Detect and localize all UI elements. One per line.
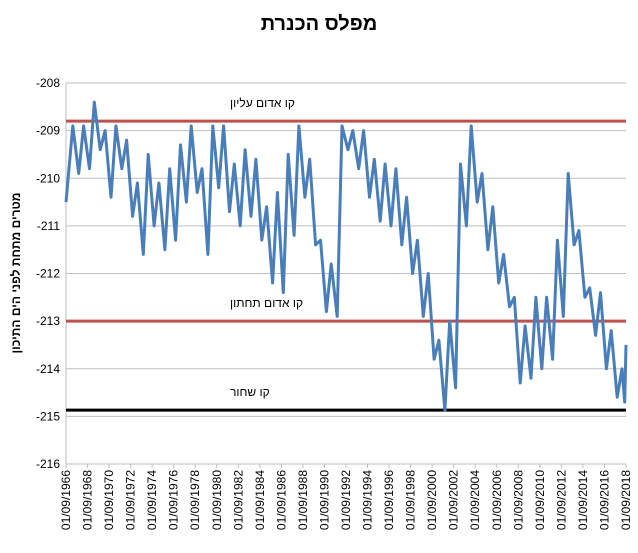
x-tick-label: 01/09/2012 xyxy=(554,470,568,530)
x-tick-label: 01/09/1976 xyxy=(167,470,181,530)
x-tick-label: 01/09/1974 xyxy=(145,470,159,530)
x-tick-label: 01/09/2014 xyxy=(576,470,590,530)
x-tick-label: 01/09/1996 xyxy=(382,470,396,530)
x-tick-label: 01/09/2016 xyxy=(597,470,611,530)
x-tick-label: 01/09/1988 xyxy=(296,470,310,530)
x-tick-label: 01/09/1984 xyxy=(253,470,267,530)
y-tick-label: -216 xyxy=(36,457,60,471)
x-tick-label: 01/09/1966 xyxy=(59,470,73,530)
x-tick-label: 01/09/1994 xyxy=(361,470,375,530)
x-tick-label: 01/09/2006 xyxy=(490,470,504,530)
x-tick-label: 01/09/1968 xyxy=(81,470,95,530)
x-tick-label: 01/09/2008 xyxy=(511,470,525,530)
chart-title: מפלס הכנרת xyxy=(261,13,378,35)
reference-label: קו שחור xyxy=(230,385,270,399)
x-tick-label: 01/09/1998 xyxy=(404,470,418,530)
y-tick-label: -215 xyxy=(36,409,60,423)
x-tick-label: 01/09/1992 xyxy=(339,470,353,530)
x-tick-label: 01/09/2002 xyxy=(447,470,461,530)
x-tick-label: 01/09/1970 xyxy=(102,470,116,530)
y-tick-label: -208 xyxy=(36,76,60,90)
y-tick-label: -209 xyxy=(36,124,60,138)
x-tick-label: 01/09/1978 xyxy=(188,470,202,530)
x-tick-label: 01/09/2000 xyxy=(425,470,439,530)
x-tick-label: 01/09/1982 xyxy=(231,470,245,530)
x-tick-label: 01/09/2010 xyxy=(533,470,547,530)
y-tick-label: -212 xyxy=(36,267,60,281)
y-axis-label: מטרים מתחת לפני הים התיכון xyxy=(9,193,23,354)
reference-label: קו אדום עליון xyxy=(230,96,295,110)
x-tick-label: 01/09/2004 xyxy=(468,470,482,530)
x-tick-label: 01/09/2018 xyxy=(619,470,633,530)
y-tick-label: -211 xyxy=(37,219,60,233)
x-tick-label: 01/09/1972 xyxy=(124,470,138,530)
reference-label: קו אדום תחתון xyxy=(230,296,303,310)
y-tick-label: -210 xyxy=(36,171,60,185)
y-tick-label: -214 xyxy=(36,362,60,376)
x-tick-label: 01/09/1980 xyxy=(210,470,224,530)
y-tick-label: -213 xyxy=(36,314,60,328)
x-tick-label: 01/09/1990 xyxy=(317,470,331,530)
data-line xyxy=(64,100,628,412)
x-tick-label: 01/09/1986 xyxy=(274,470,288,530)
